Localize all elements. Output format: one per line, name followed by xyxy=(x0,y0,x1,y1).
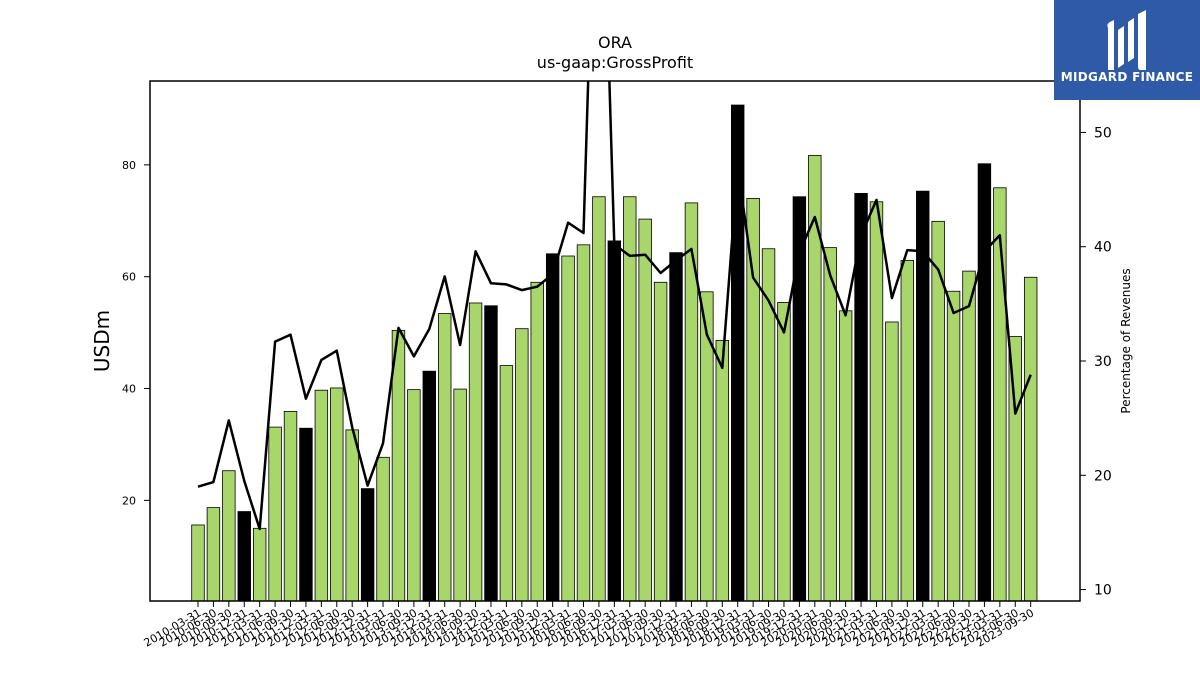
y-axis-right: 10 20 30 40 50 xyxy=(1080,125,1112,599)
bar-2014-12-31 xyxy=(484,305,498,602)
bars xyxy=(191,104,1038,602)
bar-2010-09-30 xyxy=(222,470,236,602)
y2-tick-label: 50 xyxy=(1094,125,1112,141)
logo-mark-icon xyxy=(1107,10,1146,70)
bar-2017-09-30 xyxy=(653,281,668,602)
bar-2020-03-31 xyxy=(808,154,822,602)
bar-2021-03-31 xyxy=(869,201,884,602)
y-tick-label: 20 xyxy=(122,494,136,507)
bar-2014-09-30 xyxy=(468,302,483,602)
y2-tick-label: 20 xyxy=(1094,468,1112,484)
bar-2013-09-30 xyxy=(407,389,421,602)
bar-2013-12-31 xyxy=(422,370,437,602)
bar-2014-06-30 xyxy=(453,388,467,602)
bar-2015-12-31 xyxy=(545,253,560,602)
bar-2012-06-30 xyxy=(330,387,344,602)
bar-2010-12-31 xyxy=(237,511,251,602)
bar-2015-03-31 xyxy=(499,365,514,602)
bar-2017-03-31 xyxy=(623,196,637,602)
bar-2022-06-30 xyxy=(946,290,961,602)
chart-title: ORA xyxy=(598,33,632,52)
bar-2015-06-30 xyxy=(515,328,529,602)
bar-2016-03-31 xyxy=(561,255,575,602)
bar-2015-09-30 xyxy=(530,281,544,602)
bar-2020-06-30 xyxy=(823,247,837,602)
y-tick-label: 60 xyxy=(122,271,136,284)
y-tick-label: 80 xyxy=(122,159,136,172)
plot-frame xyxy=(149,80,1081,602)
bar-2011-03-31 xyxy=(252,527,267,602)
y2-axis-label: Percentage of Revenues xyxy=(1119,268,1133,413)
bar-2010-06-30 xyxy=(206,507,221,602)
bar-2019-09-30 xyxy=(777,302,791,602)
bar-2016-06-30 xyxy=(576,244,591,602)
y2-tick-label: 40 xyxy=(1094,240,1112,256)
bar-2010-03-31 xyxy=(191,524,205,602)
bar-2022-12-31 xyxy=(977,163,992,602)
logo-text: MIDGARD FINANCE xyxy=(1061,70,1193,84)
logo-background xyxy=(1054,0,1200,100)
bar-2020-09-30 xyxy=(838,310,853,602)
bar-2012-09-30 xyxy=(345,429,359,602)
y2-tick-label: 10 xyxy=(1094,583,1112,599)
bar-2017-12-31 xyxy=(669,252,683,602)
bar-2012-03-31 xyxy=(314,389,329,602)
y-axis-label: USDm xyxy=(90,310,114,372)
bar-2013-06-30 xyxy=(391,329,406,602)
bar-2019-03-31 xyxy=(746,198,760,602)
bar-2021-09-30 xyxy=(900,260,915,602)
y-tick-label: 40 xyxy=(122,383,136,396)
y2-tick-label: 30 xyxy=(1094,354,1112,370)
bar-2018-03-31 xyxy=(684,202,699,602)
bar-2018-09-30 xyxy=(715,340,729,602)
bar-2013-03-31 xyxy=(376,456,390,602)
line-layer xyxy=(197,81,1032,531)
percentage-of-revenues-line xyxy=(197,81,1032,531)
bar-2011-09-30 xyxy=(283,411,298,602)
bar-2014-03-31 xyxy=(438,313,452,602)
x-axis: 2010-03-312010-06-302010-09-302010-12-31… xyxy=(142,601,1036,650)
bar-2011-12-31 xyxy=(299,427,313,602)
bar-2023-09-30 xyxy=(1023,276,1038,602)
bar-2016-09-30 xyxy=(592,196,606,602)
bar-2017-06-30 xyxy=(638,218,652,602)
bar-2012-12-31 xyxy=(360,488,375,602)
bar-2011-06-30 xyxy=(268,426,282,602)
y-axis-left: 20 40 60 80 xyxy=(122,159,150,507)
bar-2021-06-30 xyxy=(885,321,899,602)
bar-2016-12-31 xyxy=(607,240,622,602)
bar-2022-09-30 xyxy=(962,270,976,602)
chart-subtitle: us-gaap:GrossProfit xyxy=(537,53,693,72)
bar-2018-06-30 xyxy=(700,291,714,602)
midgard-finance-logo: MIDGARD FINANCE xyxy=(1054,0,1200,100)
